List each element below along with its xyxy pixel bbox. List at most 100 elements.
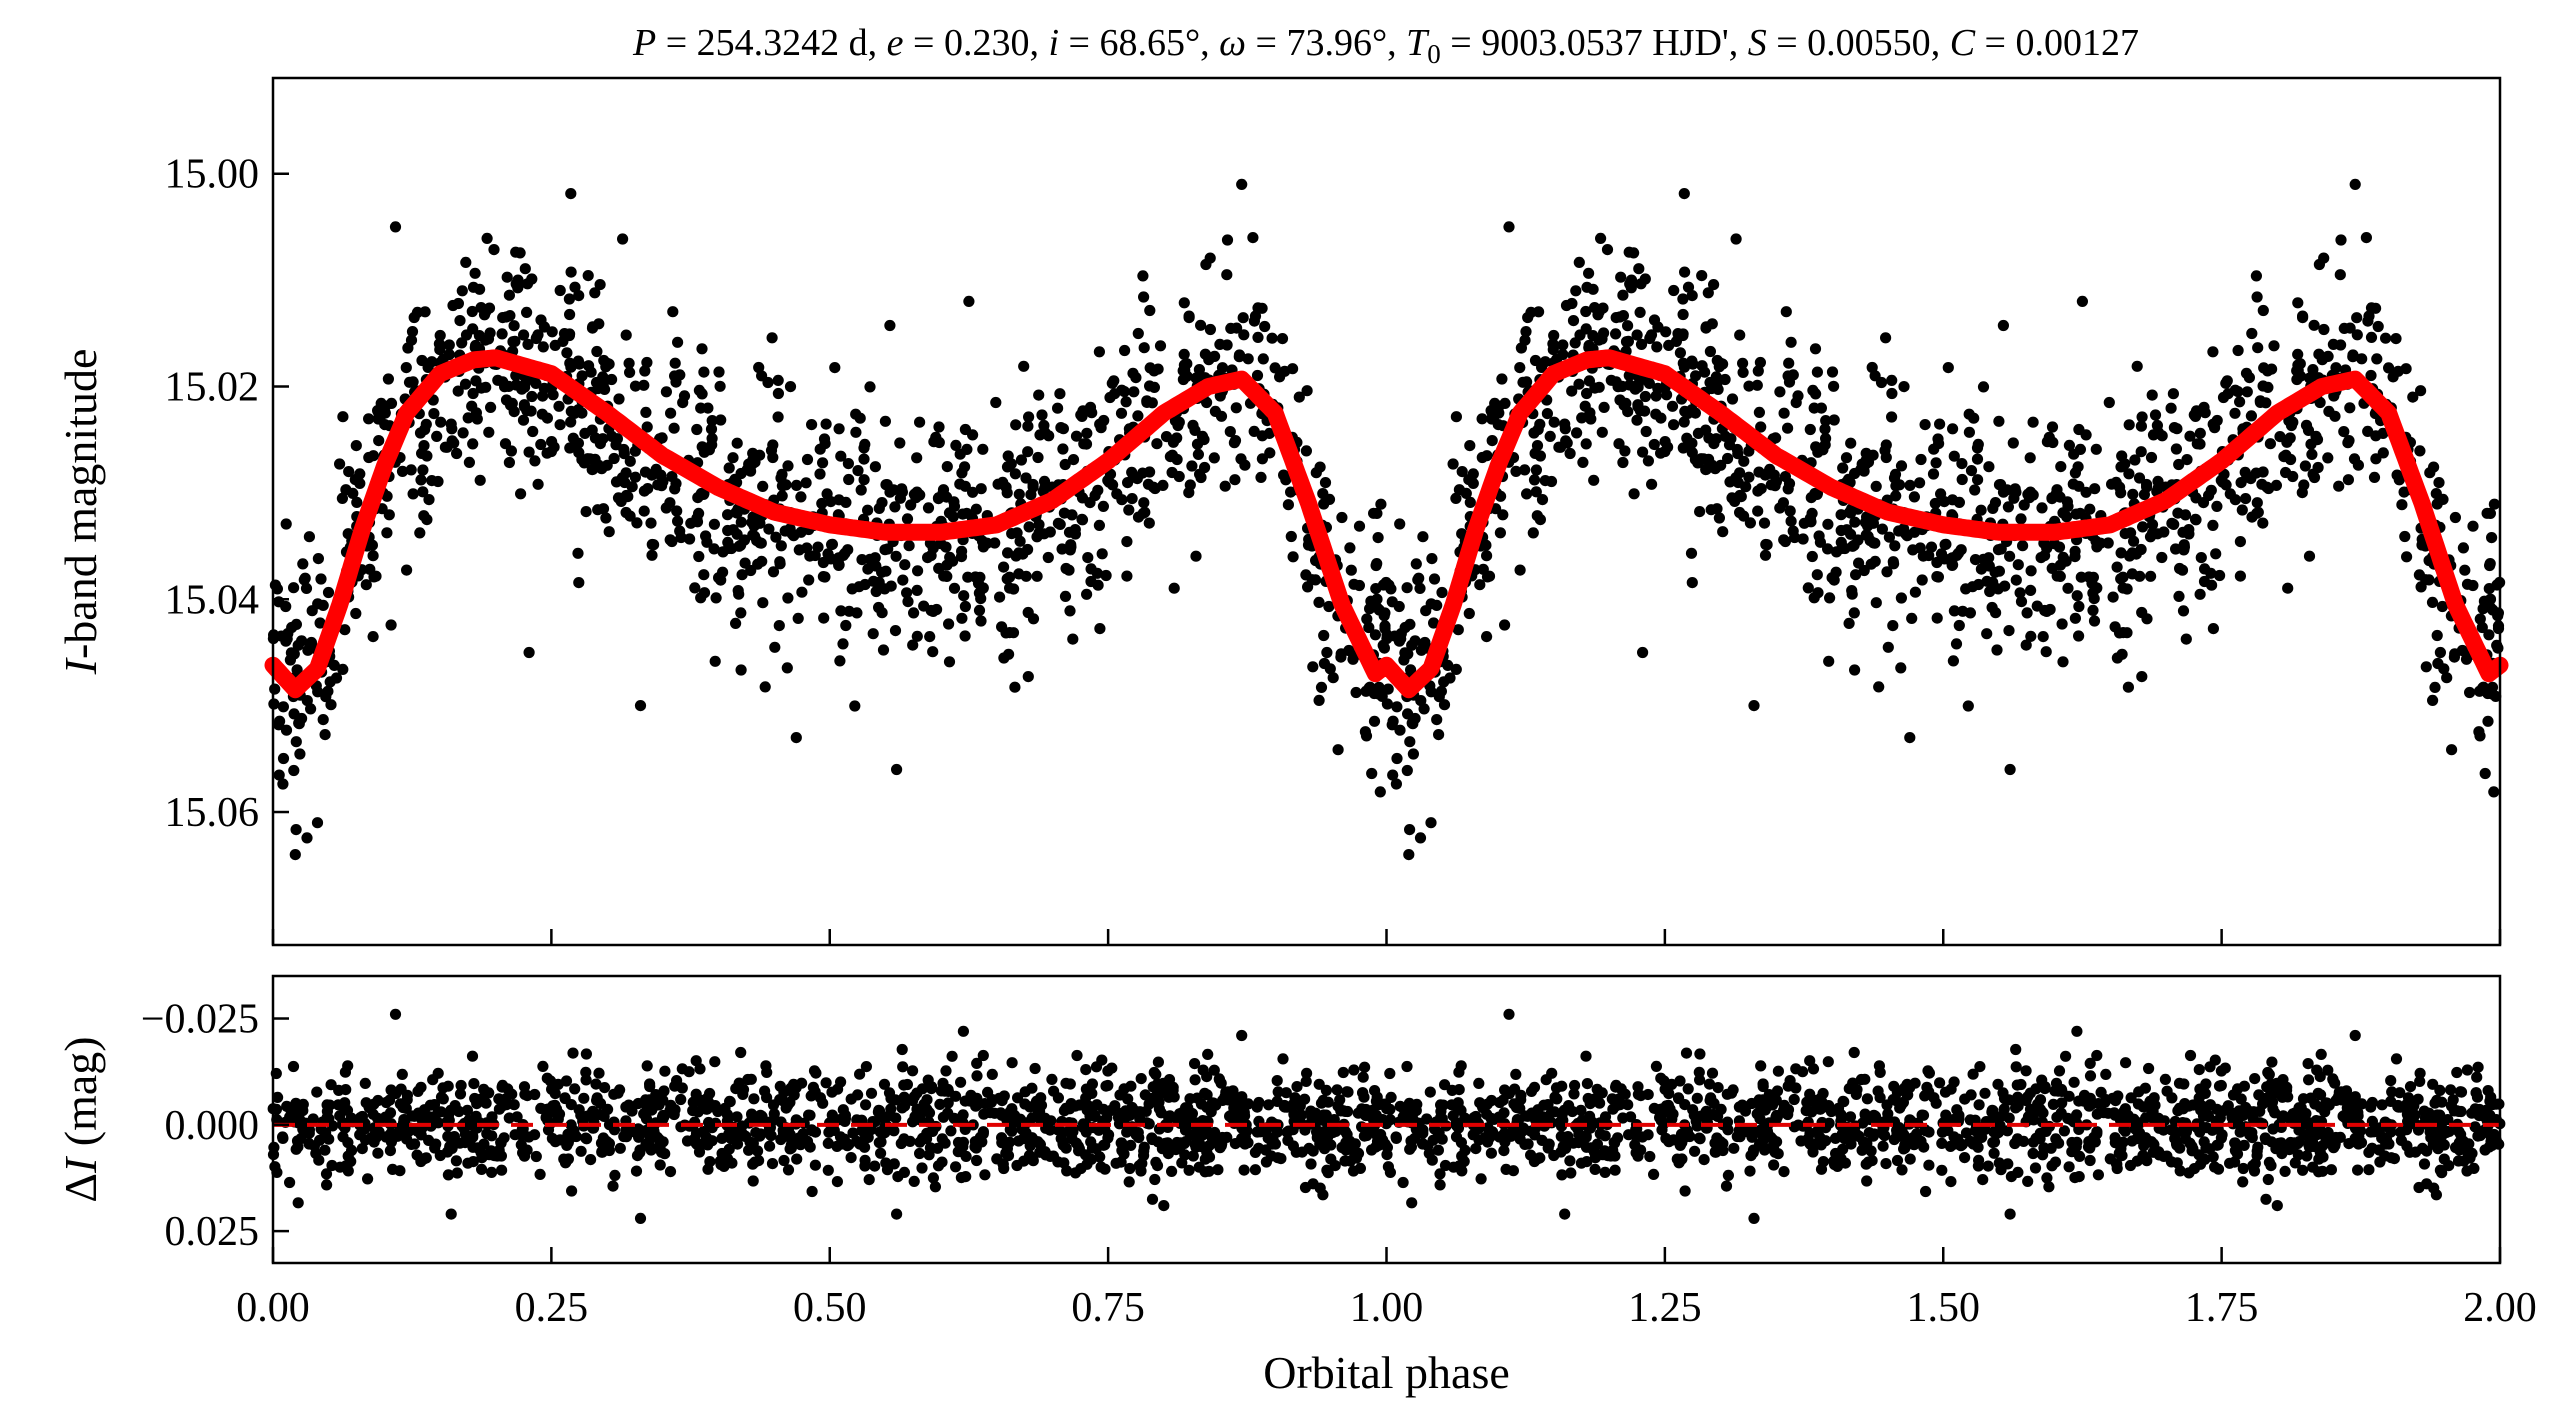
residual-point — [1811, 1126, 1823, 1138]
observation-point — [2300, 419, 2313, 431]
observation-point — [2128, 535, 2140, 547]
residual-point — [2171, 1139, 2183, 1151]
observation-point — [382, 373, 394, 385]
residual-point — [2229, 1156, 2241, 1168]
observation-point — [407, 376, 419, 388]
residual-point — [1967, 1068, 1979, 1080]
observation-point — [1734, 489, 1746, 502]
observation-point — [956, 612, 968, 624]
observation-point — [1777, 497, 1789, 509]
residual-point — [567, 1047, 579, 1059]
residual-point — [1384, 1114, 1396, 1126]
observation-point — [1811, 569, 1823, 581]
observation-point — [2479, 767, 2491, 780]
observation-point — [869, 552, 881, 564]
observation-point — [912, 565, 924, 577]
residual-point — [1979, 1087, 1991, 1099]
observation-point — [594, 279, 606, 291]
residual-point — [1160, 1077, 1172, 1089]
observation-point — [1371, 602, 1383, 614]
observation-point — [1242, 353, 1254, 365]
observation-point — [563, 329, 576, 342]
observation-point — [1835, 509, 1847, 521]
residual-point — [529, 1129, 541, 1141]
observation-point — [2429, 681, 2441, 694]
residual-point — [939, 1137, 951, 1149]
observation-point — [1363, 682, 1375, 694]
observation-point — [2149, 409, 2162, 421]
observation-point — [1822, 543, 1834, 555]
residual-point — [1934, 1077, 1946, 1089]
observation-points — [267, 178, 2506, 861]
observation-point — [396, 465, 409, 477]
residual-point — [898, 1079, 910, 1091]
observation-point — [554, 419, 566, 431]
observation-point — [2146, 519, 2159, 531]
observation-point — [973, 604, 986, 617]
observation-point — [1957, 605, 1969, 617]
residual-point — [1229, 1138, 1241, 1150]
residual-point — [508, 1099, 520, 1111]
observation-point — [2241, 471, 2253, 483]
observation-point — [2246, 327, 2258, 340]
residual-point — [569, 1083, 581, 1095]
observation-point — [1588, 474, 1600, 486]
observation-point — [351, 496, 363, 508]
observation-point — [507, 336, 519, 348]
observation-point — [2103, 396, 2115, 409]
observation-point — [666, 535, 678, 548]
residual-point — [2053, 1065, 2066, 1077]
observation-point — [1708, 279, 1720, 291]
observation-point — [1137, 467, 1149, 479]
residual-point — [292, 1141, 304, 1153]
residual-point — [1191, 1092, 1203, 1104]
observation-point — [698, 569, 710, 581]
observation-point — [814, 468, 826, 480]
residual-point — [396, 1068, 408, 1080]
observation-point — [2217, 476, 2229, 488]
observation-point — [927, 646, 939, 658]
residual-point — [2394, 1087, 2406, 1099]
observation-point — [1255, 471, 1267, 483]
observation-point — [2072, 461, 2084, 473]
observation-point — [1927, 468, 1940, 480]
observation-point — [1919, 419, 1931, 431]
observation-point — [1790, 397, 1802, 409]
observation-point — [2167, 388, 2179, 400]
residual-point — [1242, 1137, 1254, 1149]
residual-point — [297, 1098, 309, 1110]
residual-point — [2418, 1158, 2431, 1170]
observation-point — [435, 416, 447, 428]
residual-point — [1125, 1139, 1137, 1151]
observation-point — [624, 455, 636, 467]
residual-point — [1432, 1144, 1444, 1156]
residual-point — [2213, 1080, 2226, 1092]
observation-point — [801, 453, 814, 466]
residual-point — [2453, 1126, 2465, 1138]
observation-point — [1370, 559, 1382, 572]
observation-point — [1193, 364, 1205, 376]
observation-point — [754, 449, 766, 461]
residual-point — [1476, 1100, 1488, 1112]
observation-point — [1632, 401, 1644, 413]
observation-point — [1916, 574, 1928, 586]
residual-point — [534, 1168, 546, 1180]
observation-point — [746, 516, 758, 529]
observation-point — [1595, 232, 1607, 244]
observation-point — [1010, 419, 1022, 431]
observation-point — [1719, 373, 1731, 386]
residual-point — [2232, 1083, 2244, 1095]
observation-point — [731, 507, 743, 519]
observation-point — [2073, 423, 2085, 436]
residual-point — [1382, 1161, 1394, 1173]
observation-point — [1678, 361, 1690, 373]
observation-point — [1581, 387, 1593, 400]
observation-point — [790, 479, 803, 491]
observation-point — [401, 564, 413, 576]
residual-point — [1271, 1075, 1283, 1087]
residual-point — [580, 1048, 593, 1060]
residual-point — [643, 1136, 655, 1148]
residual-point — [502, 1083, 514, 1095]
observation-point — [655, 469, 667, 481]
residual-point — [1629, 1129, 1641, 1141]
